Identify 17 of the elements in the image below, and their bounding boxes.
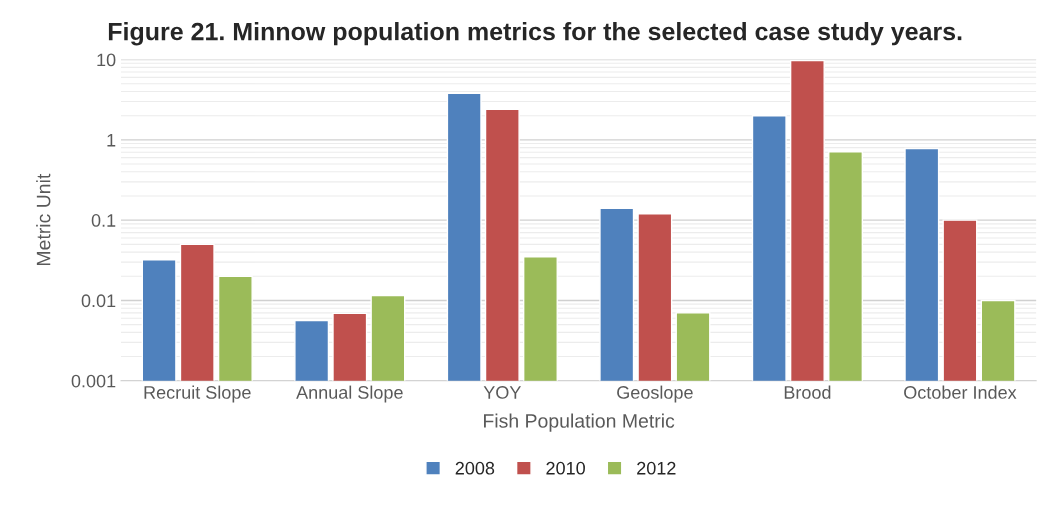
y-tick-label: 0.001	[71, 374, 116, 388]
y-axis-title: Metric Unit	[36, 173, 51, 266]
x-tick-label: Annual Slope	[296, 385, 403, 403]
x-axis-title: Fish Population Metric	[484, 413, 675, 432]
x-tick-label: Brood	[784, 385, 831, 399]
x-tick-label: YOY	[483, 386, 521, 399]
x-tick-label: Recruit Slope	[144, 385, 251, 403]
legend-label: 2008	[455, 461, 495, 475]
x-tick-label: Geoslope	[617, 385, 693, 403]
chart-title: Figure 21. Minnow population metrics for the selected case study years.	[108, 22, 962, 46]
x-tick-label: October Index	[904, 385, 1017, 399]
y-tick-label: 10	[97, 53, 116, 67]
y-tick-label: 0.01	[81, 294, 116, 308]
y-tick-label: 1	[107, 133, 116, 147]
legend-label: 2010	[546, 461, 585, 475]
legend-label: 2012	[637, 461, 676, 475]
y-tick-label: 0.1	[91, 214, 116, 227]
